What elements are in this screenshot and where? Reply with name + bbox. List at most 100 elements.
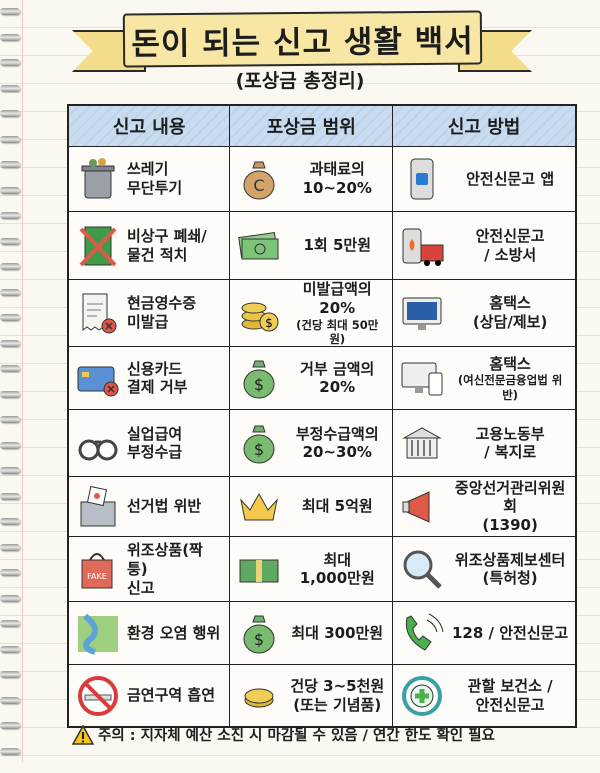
table-row: 비상구 폐쇄/물건 적치 1회 5만원 안전신문고 / 소방서 xyxy=(67,211,577,280)
binding-ring xyxy=(0,518,20,525)
blocked-exit-icon xyxy=(75,223,121,269)
ballot-box-icon xyxy=(75,484,121,530)
item-text: 금연구역 흡연 xyxy=(127,686,223,705)
coin-stack-icon: $ xyxy=(236,290,282,336)
binding-ring xyxy=(0,441,20,449)
binding-ring xyxy=(0,84,20,92)
reward-line: (또는 기념품) xyxy=(293,695,382,714)
cell-method: 위조상품제보센터 (특허청) xyxy=(392,536,577,603)
cell-item: FAKE 위조상품(짝퉁) 신고 xyxy=(67,536,231,603)
reward-line: 최대 300만원 xyxy=(291,623,384,642)
cell-item: 실업급여 부정수급 xyxy=(67,409,231,478)
cell-reward: $ 거부 금액의 20% xyxy=(229,346,394,411)
trash-can-icon xyxy=(75,156,121,202)
reward-text: 과태료의 10~20% xyxy=(288,160,386,198)
cell-method: 홈택스 (여신전문금융업법 위반) xyxy=(392,346,577,411)
cell-method: 안전신문고 앱 xyxy=(392,146,577,212)
svg-text:FAKE: FAKE xyxy=(87,572,107,581)
reward-line: 20% xyxy=(319,378,356,397)
svg-text:C: C xyxy=(254,176,265,195)
method-text: 128 / 안전신문고 xyxy=(451,624,569,643)
monitor-icon xyxy=(399,290,445,336)
binding-ring xyxy=(0,416,20,423)
reward-text: 부정수급액의 20~30% xyxy=(288,425,386,463)
money-bag-icon: $ xyxy=(236,610,282,656)
method-line: 중앙선거관리위원회 xyxy=(454,478,566,516)
method-line: (여신전문금융업법 위반) xyxy=(457,373,563,402)
binding-ring xyxy=(0,467,20,474)
reward-text: 미발급액의 20% (건당 최대 50만원) xyxy=(288,280,386,346)
no-smoking-icon xyxy=(75,673,121,719)
fake-bag-icon: FAKE xyxy=(75,546,121,592)
reward-line: 미발급액의 20% xyxy=(302,280,372,317)
spiral-binding xyxy=(0,8,22,773)
binding-ring xyxy=(0,722,20,729)
megaphone-icon xyxy=(399,484,445,530)
table-row: 현금영수증 미발급 $ 미발급액의 20% (건당 최대 50만원) 홈택스 (상담/제보) xyxy=(67,278,577,348)
reward-line: 20~30% xyxy=(302,443,372,462)
item-line: 선거법 위반 xyxy=(127,497,202,516)
coin-bag-icon: C xyxy=(236,156,282,202)
cell-item: 신용카드 결제 거부 xyxy=(67,346,231,411)
phone-call-icon xyxy=(399,610,445,656)
reward-line: 거부 금액의 xyxy=(300,359,375,378)
cell-method: 관할 보건소 / 안전신문고 xyxy=(392,664,577,728)
method-text: 고용노동부 / 복지로 xyxy=(451,425,569,463)
devices-icon xyxy=(399,355,445,401)
cell-reward: 건당 3~5천원 (또는 기념품) xyxy=(229,664,394,728)
cash-bills-icon xyxy=(236,223,282,269)
item-text: 비상구 폐쇄/물건 적치 xyxy=(127,227,223,265)
handcuffs-icon xyxy=(75,420,121,466)
binding-ring xyxy=(0,314,20,321)
coin-icon xyxy=(236,673,282,719)
reward-line: 건당 3~5천원 xyxy=(290,676,385,695)
table-row: 실업급여 부정수급 $ 부정수급액의 20~30% 고용노동부 / 복지로 xyxy=(67,409,577,478)
reward-line: 10~20% xyxy=(302,179,372,197)
item-line: 금연구역 흡연 xyxy=(127,686,216,705)
header-report-method: 신고 방법 xyxy=(392,104,577,147)
binding-ring xyxy=(0,390,20,398)
item-line: 결제 거부 xyxy=(127,378,188,397)
cell-item: 현금영수증 미발급 xyxy=(67,278,231,348)
binding-ring xyxy=(0,161,20,168)
cell-item: 쓰레기 무단투기 xyxy=(67,146,231,212)
cell-method: 128 / 안전신문고 xyxy=(392,601,577,666)
cell-reward: $ 부정수급액의 20~30% xyxy=(229,409,394,478)
method-line: / 복지로 xyxy=(484,443,537,462)
binding-ring xyxy=(0,186,20,194)
footer-note: 주의 : 지자체 예산 소진 시 마감될 수 있음 / 연간 한도 확인 필요 xyxy=(72,724,495,745)
cell-method: 안전신문고 / 소방서 xyxy=(392,211,577,280)
item-line: 실업급여 xyxy=(127,424,183,443)
item-line: 쓰레기 xyxy=(127,160,169,179)
item-line: 위조상품(짝퉁) xyxy=(127,541,203,578)
binding-ring xyxy=(0,33,20,41)
method-line: 안전신문고 xyxy=(475,226,545,245)
method-line: 안전신문고 앱 xyxy=(466,169,555,188)
header-report-content: 신고 내용 xyxy=(67,104,231,147)
item-text: 쓰레기 무단투기 xyxy=(127,160,223,198)
fire-truck-icon xyxy=(399,223,445,269)
table-row: 선거법 위반 최대 5억원 중앙선거관리위원회 (1390) xyxy=(67,476,577,538)
cell-reward: C 과태료의 10~20% xyxy=(229,146,394,212)
binding-ring xyxy=(0,110,20,117)
health-cross-icon xyxy=(399,673,445,719)
binding-ring xyxy=(0,212,20,219)
item-text: 현금영수증 미발급 xyxy=(127,294,223,332)
item-text: 환경 오염 행위 xyxy=(127,624,223,643)
binding-ring xyxy=(0,263,20,270)
cell-item: 선거법 위반 xyxy=(67,476,231,538)
binding-ring xyxy=(0,237,20,245)
method-line: 안전신문고 xyxy=(475,695,545,714)
binding-ring xyxy=(0,135,20,143)
item-line: 미발급 xyxy=(127,313,169,332)
reward-text: 거부 금액의 20% xyxy=(288,360,386,398)
item-text: 실업급여 부정수급 xyxy=(127,425,223,463)
cell-reward: $ 최대 300만원 xyxy=(229,601,394,666)
binding-ring xyxy=(0,8,20,15)
crown-icon xyxy=(236,484,282,530)
method-line: 위조상품제보센터 xyxy=(454,550,566,569)
cell-item: 금연구역 흡연 xyxy=(67,664,231,728)
binding-ring xyxy=(0,696,20,704)
table-row: 쓰레기 무단투기 C 과태료의 10~20% 안전신문고 앱 xyxy=(67,146,577,212)
svg-text:$: $ xyxy=(265,316,273,330)
